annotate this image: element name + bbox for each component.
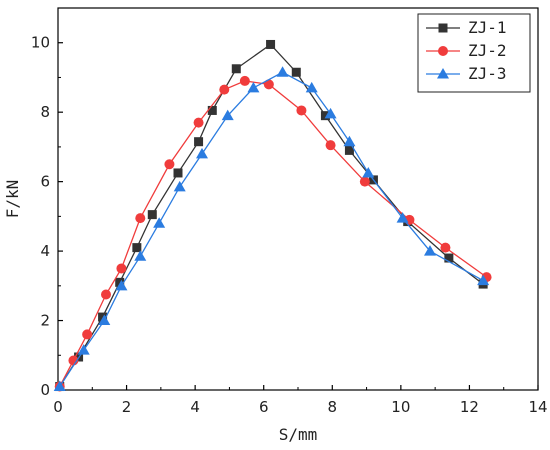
x-tick-label: 6 — [259, 398, 269, 416]
data-point-zj-3 — [221, 109, 234, 121]
data-point-zj-2 — [263, 79, 274, 90]
series-line-zj-2 — [59, 80, 487, 387]
data-point-zj-2 — [359, 176, 370, 187]
legend: ZJ-1 ZJ-2 ZJ-3 — [417, 13, 531, 93]
data-point-zj-3 — [134, 250, 147, 261]
data-point-zj-2 — [164, 159, 175, 170]
data-point-zj-3 — [247, 81, 260, 93]
y-tick-label: 4 — [40, 242, 50, 260]
x-tick-label: 0 — [53, 398, 63, 416]
series-zj-3 — [53, 66, 490, 392]
y-tick-label: 6 — [40, 173, 50, 191]
data-point-zj-2 — [440, 242, 451, 253]
data-point-zj-1 — [266, 39, 276, 49]
data-point-zj-3 — [305, 81, 318, 93]
data-point-zj-2 — [219, 84, 230, 95]
x-tick-label: 8 — [328, 398, 338, 416]
data-point-zj-2 — [325, 140, 336, 151]
x-tick-label: 10 — [391, 398, 410, 416]
x-tick-label: 4 — [190, 398, 200, 416]
legend-marker — [437, 68, 449, 79]
series-line-zj-1 — [59, 43, 484, 387]
legend-label: ZJ-2 — [468, 41, 507, 60]
data-point-zj-3 — [424, 245, 436, 256]
legend-item-zj-2: ZJ-2 — [426, 41, 507, 60]
data-point-zj-1 — [132, 243, 142, 253]
data-point-zj-3 — [115, 279, 128, 291]
data-point-zj-3 — [53, 380, 66, 392]
data-point-zj-3 — [396, 212, 409, 223]
y-tick-label: 10 — [31, 34, 50, 52]
data-point-zj-3 — [343, 135, 356, 147]
data-point-zj-1 — [147, 210, 157, 220]
x-axis: 0 2 4 6 8 10 12 14 — [53, 385, 548, 416]
data-point-zj-3 — [362, 166, 375, 178]
legend-box — [417, 13, 531, 93]
data-point-zj-3 — [196, 147, 208, 159]
legend-marker — [438, 23, 448, 33]
data-point-zj-3 — [477, 274, 490, 286]
legend-item-zj-3: ZJ-3 — [426, 64, 507, 83]
legend-label: ZJ-1 — [468, 18, 507, 37]
y-tick-label: 2 — [40, 312, 50, 330]
data-point-zj-2 — [116, 263, 127, 274]
data-point-zj-2 — [101, 289, 111, 300]
data-point-zj-3 — [153, 217, 166, 228]
y-axis-title: F/kN — [3, 180, 22, 219]
data-point-zj-1 — [291, 67, 301, 77]
data-point-zj-2 — [135, 213, 146, 224]
y-axis: 0 2 4 6 8 10 — [31, 34, 63, 399]
data-point-zj-2 — [82, 329, 93, 340]
data-point-zj-2 — [239, 75, 250, 86]
legend-item-zj-1: ZJ-1 — [426, 18, 507, 37]
x-axis-title: S/mm — [279, 425, 318, 444]
x-tick-label: 12 — [460, 398, 479, 416]
series-layer — [53, 39, 492, 392]
x-tick-label: 2 — [122, 398, 132, 416]
legend-label: ZJ-3 — [468, 64, 507, 83]
y-tick-label: 8 — [40, 103, 50, 121]
series-zj-2 — [54, 75, 492, 392]
series-zj-1 — [55, 39, 488, 392]
data-point-zj-3 — [276, 66, 289, 77]
data-point-zj-1 — [115, 277, 125, 287]
data-point-zj-1 — [231, 64, 241, 74]
data-point-zj-2 — [193, 117, 204, 128]
y-tick-label: 0 — [40, 381, 50, 399]
data-point-zj-2 — [296, 105, 307, 116]
data-point-zj-1 — [344, 145, 354, 155]
data-point-zj-3 — [324, 107, 337, 119]
legend-marker — [438, 46, 448, 56]
series-line-zj-3 — [59, 71, 484, 387]
data-point-zj-1 — [98, 312, 108, 322]
data-point-zj-1 — [173, 168, 183, 178]
data-point-zj-1 — [320, 111, 330, 121]
data-point-zj-3 — [173, 180, 186, 192]
data-point-zj-1 — [194, 137, 204, 147]
x-tick-label: 14 — [528, 398, 547, 416]
data-point-zj-1 — [444, 253, 454, 263]
data-point-zj-1 — [207, 105, 217, 115]
data-point-zj-3 — [77, 344, 90, 355]
data-point-zj-3 — [98, 314, 111, 326]
